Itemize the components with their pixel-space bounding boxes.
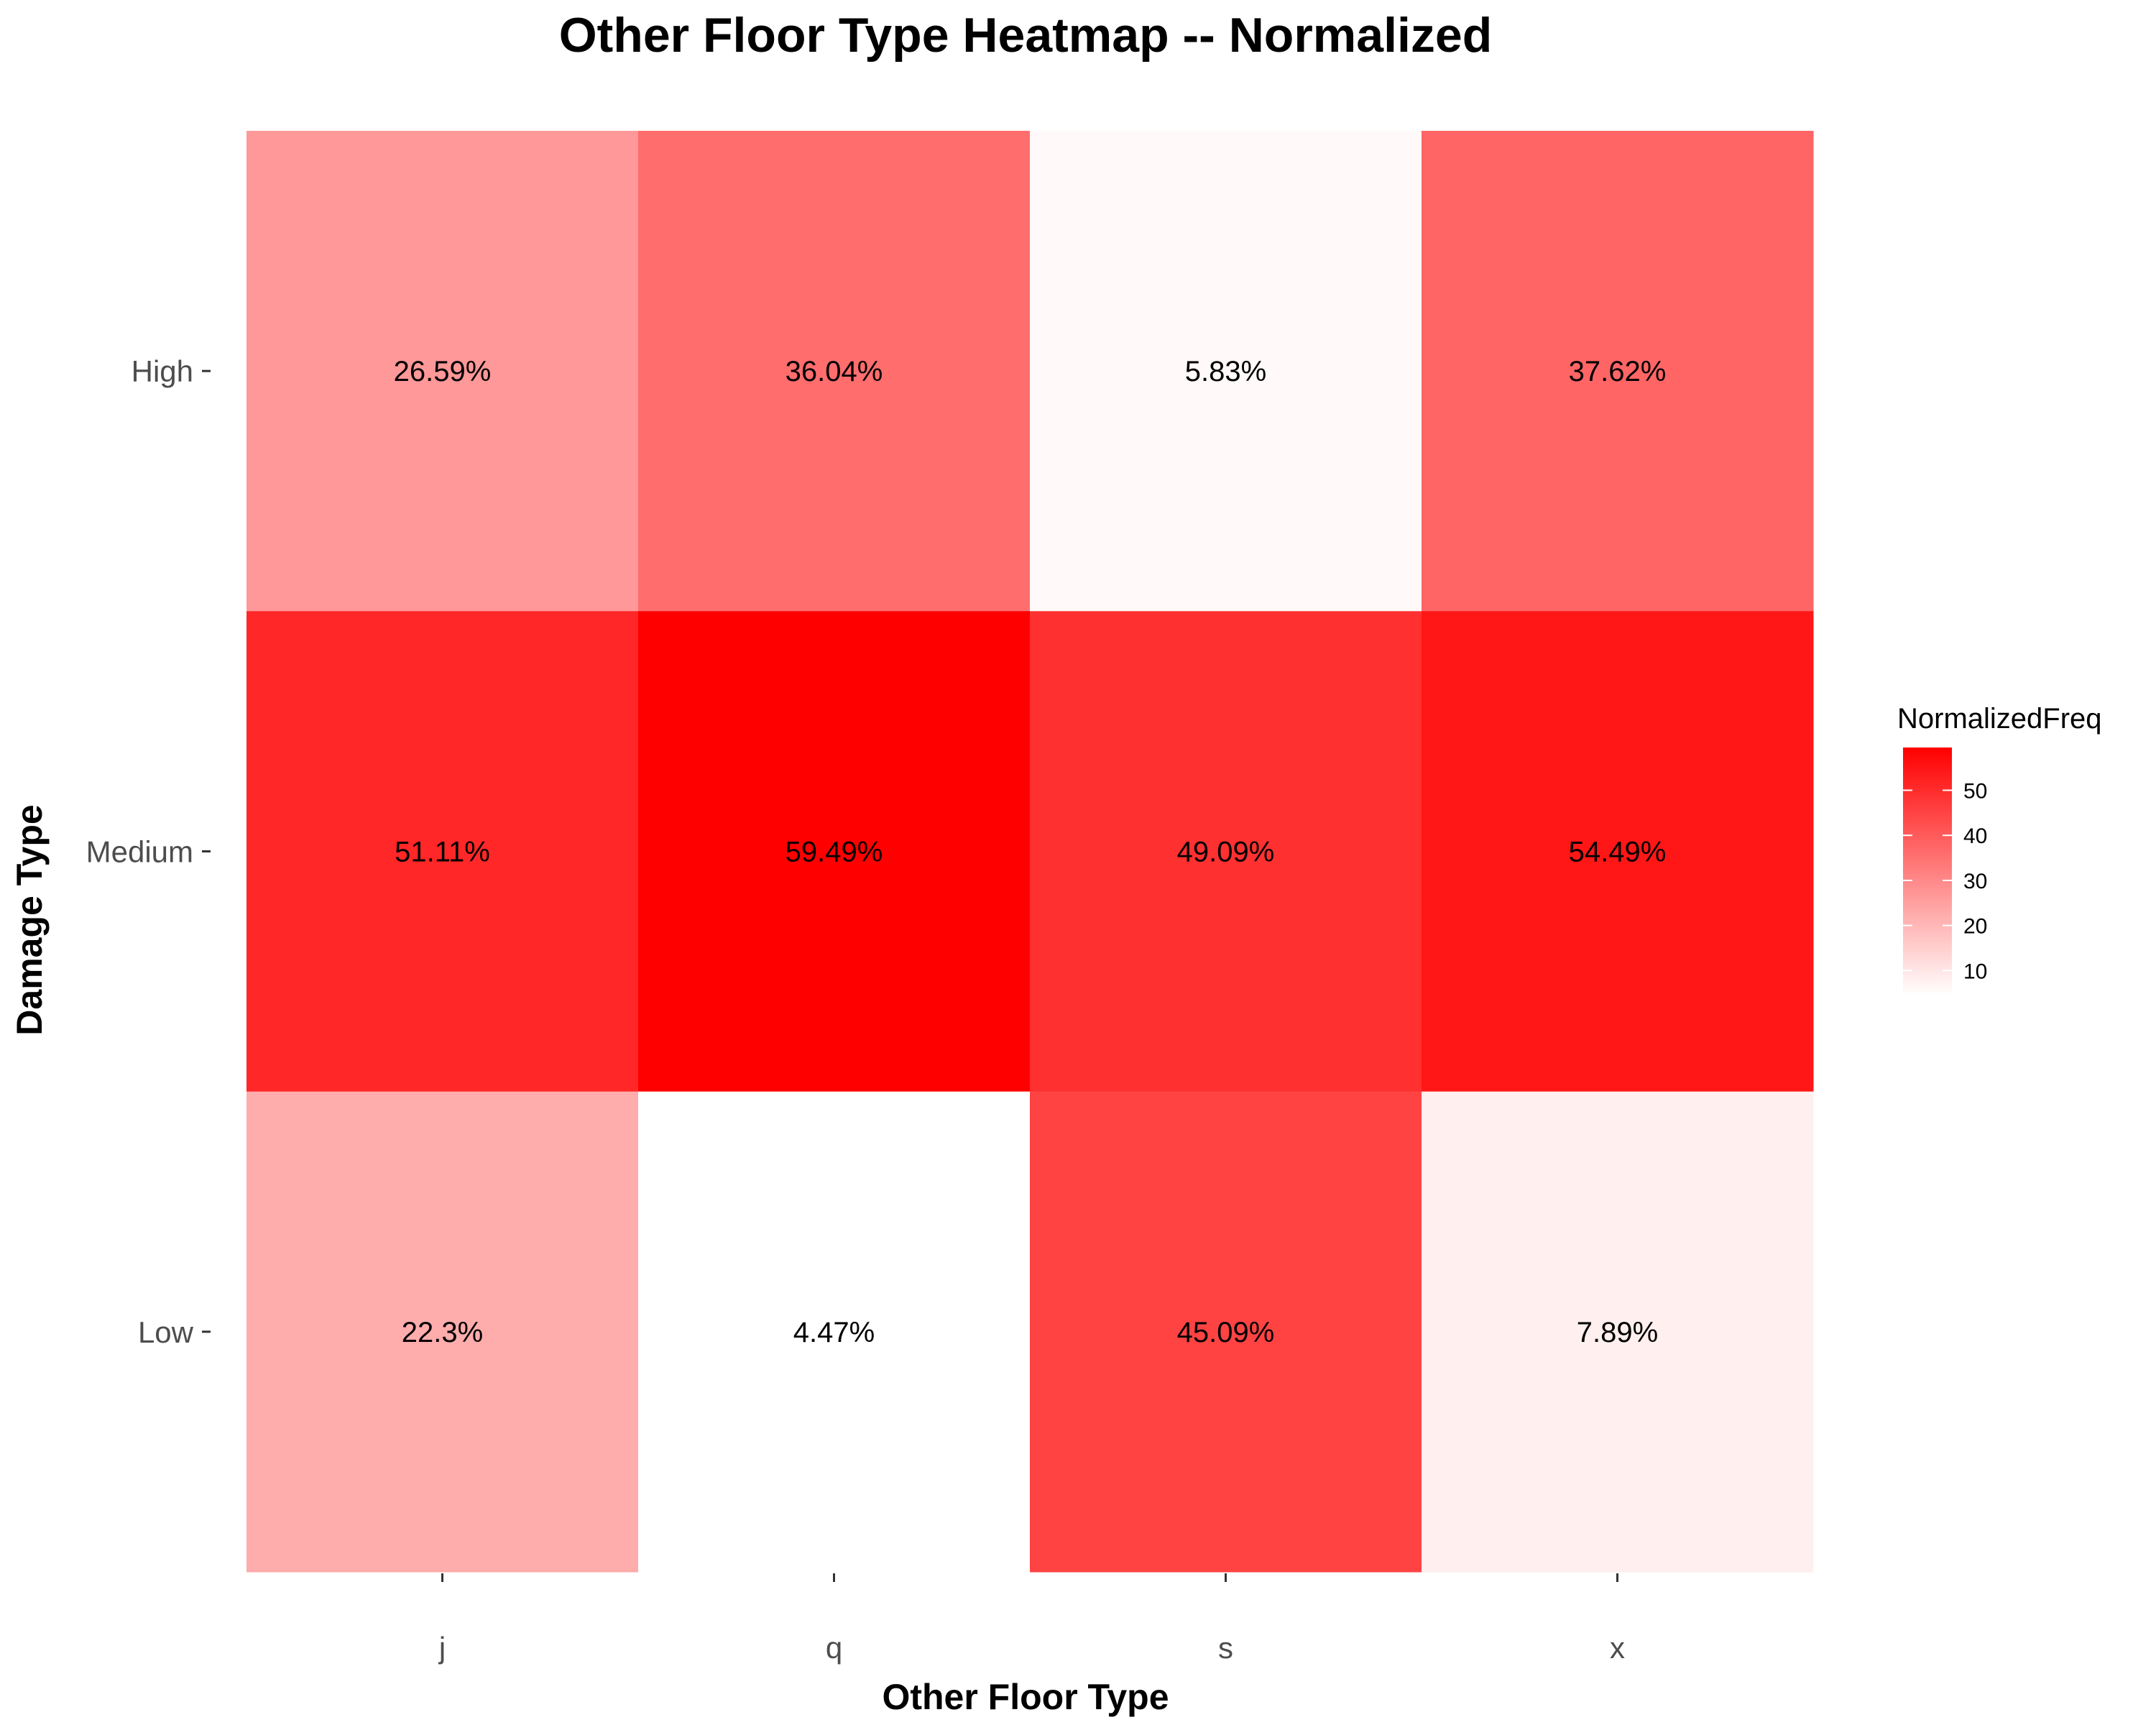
legend-tick-label-20: 20 [1963,915,1987,939]
legend-tick-label-30: 30 [1963,870,1987,893]
legend-tick-label-50: 50 [1963,780,1987,804]
x-tick-label-q: q [826,1631,842,1665]
cell-label-high-s: 5.83% [1185,356,1266,387]
cell-label-low-j: 22.3% [402,1317,483,1348]
cell-label-high-q: 36.04% [786,356,883,387]
x-tick-label-j: j [438,1631,446,1665]
y-tick-label-low: Low [138,1315,194,1349]
cell-label-medium-j: 51.11% [395,837,490,868]
y-tick-label-high: High [132,354,193,388]
y-tick-label-medium: Medium [86,835,193,869]
cell-label-high-x: 37.62% [1569,356,1667,387]
x-axis-title: Other Floor Type [882,1677,1169,1717]
legend-tick-label-40: 40 [1963,824,1987,848]
legend-color-bar [1903,748,1952,995]
cell-label-high-j: 26.59% [394,356,492,387]
y-axis-title: Damage Type [9,804,50,1035]
legend-tick-label-10: 10 [1963,960,1987,983]
cell-label-low-s: 45.09% [1177,1317,1275,1348]
cell-label-low-x: 7.89% [1577,1317,1658,1348]
chart-title: Other Floor Type Heatmap -- Normalized [559,8,1492,63]
cell-label-medium-s: 49.09% [1177,837,1275,868]
cell-label-low-q: 4.47% [793,1317,875,1348]
x-tick-label-x: x [1610,1631,1625,1665]
legend-title: NormalizedFreq [1897,703,2102,735]
cell-label-medium-x: 54.49% [1569,837,1667,868]
x-tick-label-s: s [1218,1631,1233,1665]
cell-label-medium-q: 59.49% [786,837,883,868]
